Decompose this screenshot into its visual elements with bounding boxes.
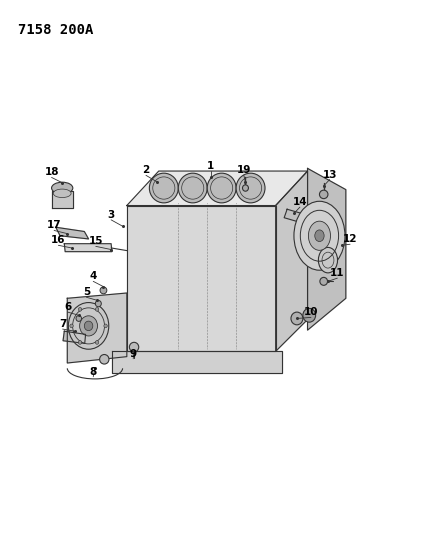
Text: 1: 1 xyxy=(207,161,214,171)
Text: 5: 5 xyxy=(83,287,90,297)
Ellipse shape xyxy=(291,312,303,325)
Ellipse shape xyxy=(104,324,107,328)
Polygon shape xyxy=(276,171,308,351)
Ellipse shape xyxy=(53,189,71,198)
Ellipse shape xyxy=(100,354,109,364)
Ellipse shape xyxy=(95,308,99,311)
Ellipse shape xyxy=(95,341,99,344)
Polygon shape xyxy=(127,206,276,351)
Text: 8: 8 xyxy=(89,367,97,377)
Text: 17: 17 xyxy=(47,221,62,230)
Ellipse shape xyxy=(318,247,338,273)
Polygon shape xyxy=(308,168,346,330)
Text: 16: 16 xyxy=(51,235,65,245)
Ellipse shape xyxy=(294,201,345,270)
Ellipse shape xyxy=(100,287,107,294)
Ellipse shape xyxy=(320,277,327,285)
Text: 4: 4 xyxy=(89,271,97,281)
Polygon shape xyxy=(63,331,86,343)
Ellipse shape xyxy=(70,324,73,328)
Text: 2: 2 xyxy=(143,165,150,175)
Ellipse shape xyxy=(80,316,98,336)
Ellipse shape xyxy=(309,221,330,251)
Ellipse shape xyxy=(149,173,178,203)
Polygon shape xyxy=(284,209,306,223)
Text: 10: 10 xyxy=(304,308,318,317)
Ellipse shape xyxy=(243,185,248,191)
Polygon shape xyxy=(51,191,73,208)
Text: 14: 14 xyxy=(293,197,307,207)
Polygon shape xyxy=(112,351,282,373)
Ellipse shape xyxy=(78,308,82,311)
Ellipse shape xyxy=(236,173,265,203)
Text: 11: 11 xyxy=(330,268,345,278)
Ellipse shape xyxy=(78,341,82,344)
Text: 9: 9 xyxy=(130,349,137,359)
Ellipse shape xyxy=(51,182,73,194)
Text: 3: 3 xyxy=(107,210,115,220)
Text: 19: 19 xyxy=(237,165,251,175)
Polygon shape xyxy=(64,244,112,252)
Text: 15: 15 xyxy=(89,236,103,246)
Ellipse shape xyxy=(178,173,207,203)
Ellipse shape xyxy=(303,309,315,322)
Text: 7158 200A: 7158 200A xyxy=(18,22,94,37)
Text: 7: 7 xyxy=(59,319,66,329)
Ellipse shape xyxy=(319,190,328,199)
Text: 6: 6 xyxy=(64,302,71,312)
Text: 13: 13 xyxy=(322,169,337,180)
Text: 18: 18 xyxy=(45,167,59,177)
Text: 12: 12 xyxy=(343,234,357,244)
Ellipse shape xyxy=(129,342,139,352)
Ellipse shape xyxy=(315,230,324,241)
Ellipse shape xyxy=(76,316,82,321)
Polygon shape xyxy=(67,293,127,363)
Ellipse shape xyxy=(68,303,109,349)
Ellipse shape xyxy=(95,301,101,307)
Polygon shape xyxy=(127,171,308,206)
Polygon shape xyxy=(56,227,89,239)
Ellipse shape xyxy=(84,321,93,330)
Ellipse shape xyxy=(207,173,236,203)
